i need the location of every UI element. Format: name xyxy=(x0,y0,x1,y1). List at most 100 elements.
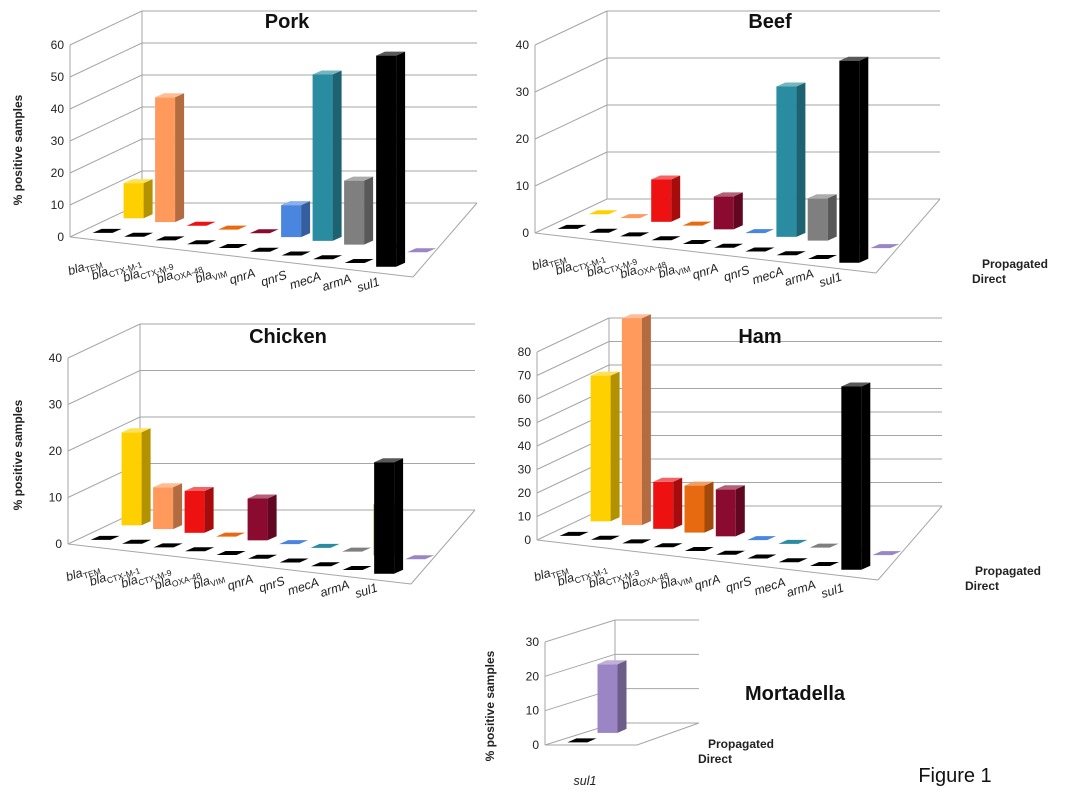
bar-direct xyxy=(653,543,683,548)
bar-direct xyxy=(557,224,587,229)
bar-propagated xyxy=(218,225,248,230)
gridlines xyxy=(69,10,478,278)
bar-tile xyxy=(185,547,215,552)
bar-propagated xyxy=(807,194,837,241)
bar-direct xyxy=(778,558,808,563)
bar-propagated xyxy=(715,485,745,537)
bar-direct xyxy=(313,255,343,260)
bar-top xyxy=(839,56,869,61)
chart-pork: 0102030405060blaTEMblaCTX-M-1blaCTX-M-9b… xyxy=(11,10,478,295)
chart-ham: 01020304050607080blaTEMblaCTX-M-1blaCTX-… xyxy=(518,314,1041,601)
bar-direct xyxy=(590,535,620,540)
bar-direct xyxy=(808,255,837,259)
y-axis-label: % positive samples xyxy=(483,650,497,761)
y-tick-label: 20 xyxy=(51,166,65,180)
bar-propagated xyxy=(247,494,277,541)
bar-direct xyxy=(279,558,309,563)
bar-propagated xyxy=(809,543,839,548)
bar-direct xyxy=(839,56,869,263)
y-tick-label: 0 xyxy=(522,226,529,240)
bar-front xyxy=(621,318,642,526)
chart-mortadella: 0 10 20 30 sul1 Mortadella % positive samples P… xyxy=(483,619,846,788)
floor-edge-right xyxy=(636,722,700,746)
bar-propagated xyxy=(653,477,683,529)
bar-tile xyxy=(342,547,372,552)
category-label: qnrS xyxy=(722,263,752,285)
bar-front xyxy=(776,86,797,237)
bar-side xyxy=(143,179,153,219)
y-tick-label: 20 xyxy=(49,444,63,458)
bar-top xyxy=(841,382,871,387)
floor-edge-right xyxy=(412,202,478,278)
gridline-depth xyxy=(544,619,616,643)
bar-tile xyxy=(778,558,808,563)
y-tick-label: 40 xyxy=(49,351,63,365)
bar-direct xyxy=(559,531,589,536)
bar-front xyxy=(123,183,144,219)
series-label-propagated: Propagated xyxy=(982,257,1048,271)
bar-side xyxy=(617,660,627,733)
bar-tile xyxy=(281,251,311,256)
category-label: mecA xyxy=(286,575,321,598)
bar-tile xyxy=(747,536,777,541)
bar-direct xyxy=(841,382,871,570)
bar-tile xyxy=(216,532,246,537)
category-label: mecA xyxy=(288,269,323,292)
bar-tile xyxy=(778,539,808,544)
gridline-depth xyxy=(536,317,610,353)
bar-tile xyxy=(187,240,217,245)
bar-tile xyxy=(311,562,341,567)
bar-propagated xyxy=(121,428,151,526)
bar-side xyxy=(394,458,404,574)
floor-edge-right xyxy=(875,198,941,274)
bar-top xyxy=(776,82,806,87)
y-axis-label: % positive samples xyxy=(11,399,25,510)
bar-side xyxy=(827,194,837,241)
bar-front xyxy=(312,74,333,241)
y-tick-label: 20 xyxy=(526,669,540,683)
bar-tile xyxy=(872,551,902,556)
bar-direct xyxy=(281,251,311,256)
y-tick-label: 30 xyxy=(518,463,532,477)
y-tick-label: 30 xyxy=(526,635,540,649)
bar-tile xyxy=(716,550,746,555)
y-tick-label: 60 xyxy=(518,392,532,406)
bar-tile xyxy=(590,535,620,540)
bar-propagated xyxy=(747,536,777,541)
bar-top xyxy=(715,485,745,490)
bar-top xyxy=(153,483,183,488)
category-label: blaVIM xyxy=(659,569,694,594)
category-label: qnrS xyxy=(724,574,754,596)
series-label-direct: Direct xyxy=(698,752,732,766)
bar-direct xyxy=(124,232,154,237)
y-tick-label: 10 xyxy=(526,704,540,718)
bar-tile xyxy=(218,225,248,230)
bar-side xyxy=(267,494,277,541)
bar-tile xyxy=(620,232,650,237)
bar-tile xyxy=(557,224,587,229)
bar-front xyxy=(715,489,736,537)
bar-tile xyxy=(776,251,806,256)
bar-tile xyxy=(745,229,775,234)
bar-direct xyxy=(122,539,152,544)
gridline-depth xyxy=(536,364,610,400)
bar-propagated xyxy=(776,82,806,237)
bar-propagated xyxy=(778,539,808,544)
bar-propagated xyxy=(281,201,311,238)
bar-direct xyxy=(684,547,714,551)
bar-top xyxy=(651,175,681,180)
bar-tile xyxy=(808,255,837,259)
bar-top xyxy=(312,70,342,75)
bar-tile xyxy=(249,229,279,234)
category-label: qnrA xyxy=(693,572,722,593)
chart-title: Mortadella xyxy=(745,683,846,705)
bar-front xyxy=(713,196,734,230)
y-tick-label: 0 xyxy=(57,230,64,244)
bar-top xyxy=(247,494,277,499)
bar-tile xyxy=(279,540,309,545)
bar-propagated xyxy=(872,551,902,556)
chart-beef: 010203040blaTEMblaCTX-M-1blaCTX-M-9blaOX… xyxy=(516,10,1048,290)
bar-side xyxy=(671,175,681,222)
bar-tile xyxy=(714,243,744,248)
series-label-direct: Direct xyxy=(972,272,1006,286)
